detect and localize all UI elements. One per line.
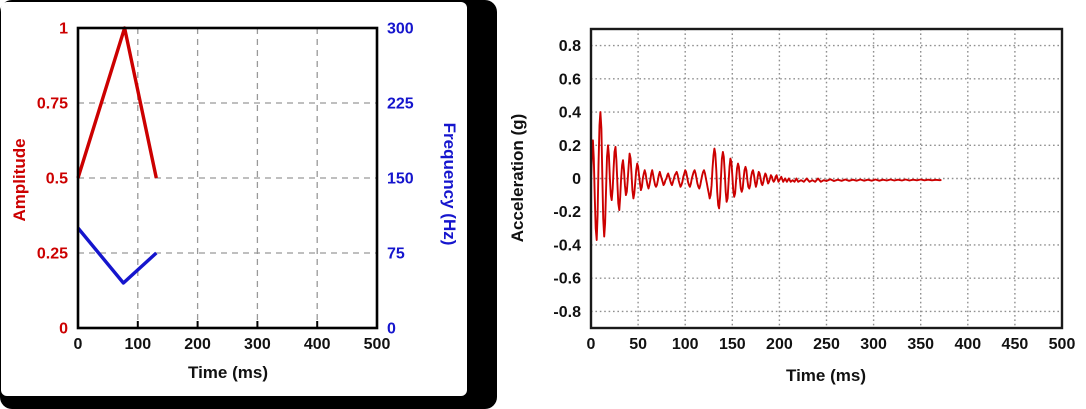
svg-text:500: 500 (1049, 336, 1076, 353)
svg-text:0.8: 0.8 (559, 38, 581, 55)
svg-text:500: 500 (364, 336, 391, 353)
frequency-axis-label: Frequency (Hz) (440, 122, 459, 246)
svg-text:0.6: 0.6 (559, 71, 581, 88)
svg-text:-0.2: -0.2 (553, 204, 581, 221)
svg-text:0.25: 0.25 (37, 246, 68, 263)
svg-text:0: 0 (59, 321, 68, 338)
svg-text:-0.4: -0.4 (553, 237, 581, 254)
svg-text:250: 250 (813, 336, 840, 353)
svg-text:450: 450 (1002, 336, 1029, 353)
svg-text:225: 225 (387, 96, 414, 113)
svg-text:400: 400 (954, 336, 981, 353)
svg-text:400: 400 (304, 336, 331, 353)
svg-text:75: 75 (387, 246, 405, 263)
amplitude-axis-label: Amplitude (10, 138, 29, 222)
svg-text:300: 300 (244, 336, 271, 353)
svg-text:0: 0 (587, 336, 596, 353)
svg-text:200: 200 (184, 336, 211, 353)
svg-text:100: 100 (672, 336, 699, 353)
svg-text:0: 0 (74, 336, 83, 353)
svg-text:-0.6: -0.6 (553, 271, 581, 288)
svg-text:0.75: 0.75 (37, 96, 68, 113)
acceleration-chart: 0 50 100 150 200 250 300 350 400 450 500 -0.8 -0.6 -0… (553, 27, 1076, 353)
right-time-axis-label: Time (ms) (786, 366, 866, 385)
svg-text:0: 0 (387, 321, 396, 338)
svg-text:0.4: 0.4 (559, 105, 581, 122)
svg-text:150: 150 (719, 336, 746, 353)
svg-text:100: 100 (124, 336, 151, 353)
svg-text:0.5: 0.5 (46, 171, 68, 188)
svg-text:50: 50 (629, 336, 647, 353)
svg-text:-0.8: -0.8 (553, 304, 581, 321)
amplitude-frequency-chart: 0 100 200 300 400 50000.250.50.75107515022530… (37, 21, 414, 354)
svg-text:300: 300 (860, 336, 887, 353)
svg-text:0.2: 0.2 (559, 138, 581, 155)
svg-text:300: 300 (387, 21, 414, 38)
acceleration-axis-label: Acceleration (g) (508, 113, 527, 243)
svg-text:1: 1 (59, 21, 68, 38)
svg-text:0: 0 (572, 171, 581, 188)
svg-text:350: 350 (907, 336, 934, 353)
svg-text:200: 200 (766, 336, 793, 353)
svg-text:150: 150 (387, 171, 414, 188)
left-time-axis-label: Time (ms) (188, 363, 268, 382)
